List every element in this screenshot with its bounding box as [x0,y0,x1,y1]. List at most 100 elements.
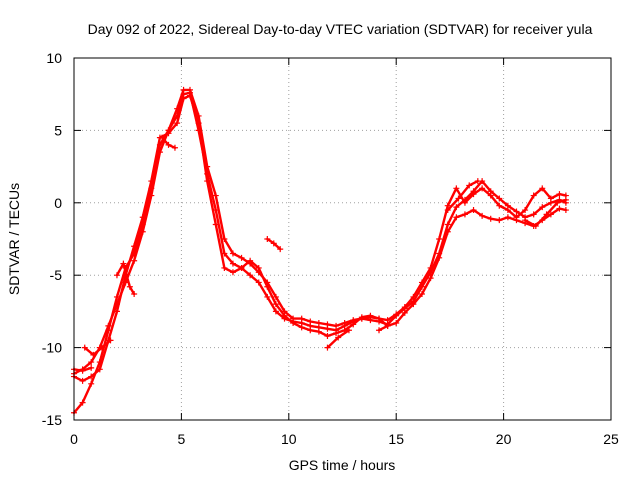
data-point-marker [165,130,172,137]
y-tick-label: 0 [54,195,62,211]
x-tick-labels: 0 5 10 15 20 25 [70,431,619,447]
data-point-marker [90,351,97,358]
data-point-marker [532,222,539,229]
data-point-marker [139,214,146,221]
x-tick-label: 20 [496,431,512,447]
data-point-marker [272,308,279,315]
series-segment-late-1 [444,178,481,214]
data-point-marker [539,185,546,192]
data-point-marker [539,204,546,211]
data-point-marker [487,188,494,195]
series-segment-early-2 [159,134,178,151]
data-point-marker [79,399,86,406]
data-point-marker [496,202,503,209]
data-point-marker [96,366,103,373]
data-point-marker [324,344,331,351]
plot-frame [73,57,612,421]
data-point-marker [530,192,537,199]
x-tick-label: 10 [281,431,297,447]
data-point-marker [345,327,352,334]
x-tick-label: 0 [70,431,78,447]
data-point-marker [333,330,340,337]
data-point-marker [556,191,563,198]
series-segment-start-1 [81,337,114,358]
data-point-marker [358,314,365,321]
data-point-marker [335,334,342,341]
data-point-marker [554,199,561,206]
y-tick-label: 5 [54,122,62,138]
data-point-marker [229,269,236,276]
y-tick-label: -10 [42,340,62,356]
data-point-marker [277,246,284,253]
data-point-marker [436,236,443,242]
data-point-marker [88,364,95,371]
series-line [377,324,389,332]
data-point-marker [113,293,120,300]
data-point-marker [461,211,468,218]
series-segment-mid-2 [324,327,352,351]
data-point-marker [504,202,511,209]
data-point-marker [393,312,400,319]
data-point-marker [272,293,279,300]
data-point-marker [376,327,383,334]
data-point-marker [229,260,236,267]
data-point-marker [264,293,271,300]
data-point-marker [453,214,460,221]
series-segment-mid-3 [376,322,391,334]
x-axis-label: GPS time / hours [289,457,396,473]
data-point-marker [474,178,481,185]
data-point-marker [204,178,211,185]
data-point-marker [513,217,520,224]
data-point-marker [453,185,460,192]
data-point-marker [556,205,563,212]
data-point-marker [159,134,166,141]
data-point-marker [376,315,383,322]
data-point-marker [324,333,331,340]
y-tick-label: -15 [42,412,62,428]
data-point-marker [131,257,138,264]
series-segment-mid-1 [264,236,284,253]
data-point-marker [264,283,271,290]
data-point-marker [513,208,520,215]
data-point-marker [195,120,202,127]
data-point-marker [264,236,271,242]
data-point-marker [113,272,120,279]
y-tick-label: 10 [46,50,62,66]
data-point-marker [436,254,443,261]
data-point-marker [180,95,187,102]
data-point-marker [487,215,494,222]
data-point-marker [455,195,462,202]
data-point-marker [247,272,254,279]
data-point-marker [453,204,460,211]
series-segment-late-2 [522,196,569,229]
data-point-marker [174,120,181,127]
x-tick-label: 25 [603,431,619,447]
y-tick-labels: -15 -10 -5 0 5 10 [42,50,62,428]
series-layer [71,86,569,416]
data-point-marker [418,283,425,290]
data-point-marker [229,250,236,257]
data-point-marker [79,367,86,374]
data-point-marker [367,312,374,319]
series-line [115,262,136,296]
data-point-marker [255,264,262,271]
data-point-marker [212,221,219,228]
data-point-marker [444,207,451,214]
data-point-marker [113,308,120,315]
data-point-marker [79,377,86,384]
data-point-marker [171,144,178,151]
data-point-marker [562,196,569,203]
data-point-marker [384,322,391,329]
data-point-marker [522,217,529,224]
data-point-marker [350,321,357,328]
data-point-marker [221,264,228,271]
data-point-marker [298,324,305,331]
data-point-marker [186,92,193,99]
data-point-marker [418,291,425,298]
data-point-marker [88,373,95,380]
data-point-marker [290,319,297,326]
data-point-marker [165,141,172,148]
data-point-marker [131,243,138,250]
